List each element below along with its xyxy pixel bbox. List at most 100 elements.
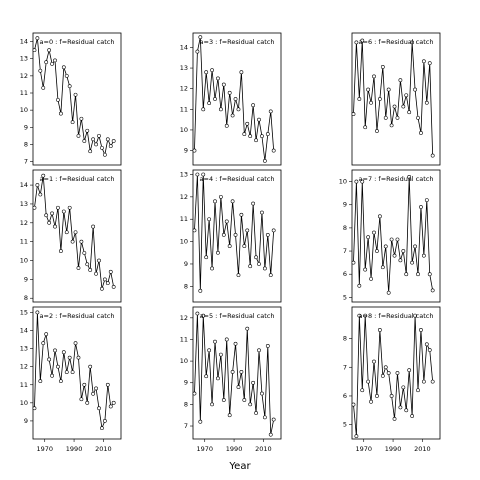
y-tick-label: 12 — [180, 85, 188, 93]
data-point — [198, 288, 203, 293]
data-point — [354, 40, 359, 45]
data-point — [248, 264, 253, 269]
panel-frame — [32, 169, 122, 303]
data-point — [239, 370, 244, 374]
panel: a=6 : f=Residual catch — [351, 32, 441, 166]
data-point — [271, 148, 276, 153]
data-point — [94, 142, 98, 147]
data-point — [79, 116, 84, 121]
data-point — [50, 211, 54, 216]
panel-frame — [351, 306, 441, 440]
panel-frame — [351, 169, 441, 303]
data-point — [76, 355, 81, 360]
data-point — [97, 133, 101, 138]
data-point — [401, 249, 406, 253]
data-point — [245, 326, 250, 331]
data-point — [192, 148, 197, 153]
data-point — [61, 350, 66, 355]
y-tick-label: 14 — [20, 181, 28, 189]
data-point — [41, 85, 46, 90]
data-point — [94, 271, 98, 276]
y-tick-label: 11 — [20, 238, 28, 246]
data-point — [421, 59, 426, 64]
data-point — [201, 172, 206, 177]
data-point — [392, 104, 397, 109]
data-point — [230, 113, 235, 118]
data-point — [102, 277, 107, 282]
data-point — [64, 230, 69, 235]
data-point — [79, 397, 84, 402]
y-tick-label: 12 — [20, 363, 28, 371]
x-tick-label: 1970 — [36, 445, 53, 453]
y-tick-label: 14 — [20, 327, 28, 335]
y-tick-label: 11 — [180, 105, 188, 113]
data-point — [218, 352, 223, 357]
series-line — [194, 313, 275, 435]
data-point — [97, 258, 101, 263]
data-point — [38, 379, 43, 384]
data-point — [369, 399, 373, 404]
data-point — [369, 100, 373, 105]
data-point — [413, 313, 417, 318]
data-point — [47, 48, 52, 53]
data-point — [108, 269, 113, 274]
panel-title: a=2 : f=Residual catch — [40, 312, 115, 320]
data-point — [424, 342, 429, 347]
data-point — [210, 68, 214, 73]
data-point — [102, 419, 107, 423]
data-point — [265, 344, 270, 348]
data-point — [271, 228, 276, 233]
data-point — [416, 388, 420, 393]
data-point — [216, 376, 220, 381]
data-point — [221, 232, 226, 237]
data-point — [210, 266, 214, 271]
data-point — [227, 244, 232, 248]
y-tick-label: 7 — [343, 247, 347, 255]
data-point — [245, 121, 250, 126]
data-point — [360, 38, 365, 43]
y-tick-label: 13 — [20, 55, 28, 63]
data-point — [227, 413, 232, 418]
data-point — [363, 125, 368, 130]
panel-title: a=6 : f=Residual catch — [359, 38, 434, 46]
data-point — [257, 117, 261, 122]
data-point — [271, 417, 276, 422]
data-point — [386, 87, 391, 92]
panel-title: a=5 : f=Residual catch — [200, 312, 275, 320]
y-tick-label: 5 — [343, 293, 347, 301]
data-point — [224, 123, 229, 128]
data-point — [407, 368, 412, 373]
data-point — [242, 398, 247, 402]
data-point — [404, 408, 409, 413]
data-point — [239, 70, 244, 75]
data-point — [53, 224, 57, 229]
data-point — [419, 131, 423, 135]
data-point — [35, 310, 40, 315]
data-point — [419, 205, 423, 209]
data-point — [398, 405, 403, 410]
data-point — [58, 111, 63, 116]
series-line — [34, 38, 115, 157]
data-point — [64, 370, 69, 374]
data-point — [47, 357, 52, 362]
data-point — [76, 133, 81, 138]
x-tick-label: 1990 — [66, 445, 83, 453]
data-point — [53, 348, 57, 353]
data-point — [61, 209, 66, 214]
series-line — [353, 315, 434, 437]
y-tick-label: 12 — [180, 193, 188, 201]
data-point — [366, 235, 371, 240]
series-line — [353, 176, 434, 293]
data-point — [85, 262, 90, 267]
data-point — [67, 84, 72, 89]
data-point — [56, 364, 60, 369]
data-point — [248, 134, 253, 139]
y-tick-label: 7 — [24, 158, 28, 166]
data-point — [236, 273, 241, 278]
data-point — [372, 359, 376, 364]
data-point — [82, 139, 87, 143]
data-point — [38, 68, 43, 73]
data-point — [354, 179, 359, 184]
data-point — [85, 128, 90, 133]
